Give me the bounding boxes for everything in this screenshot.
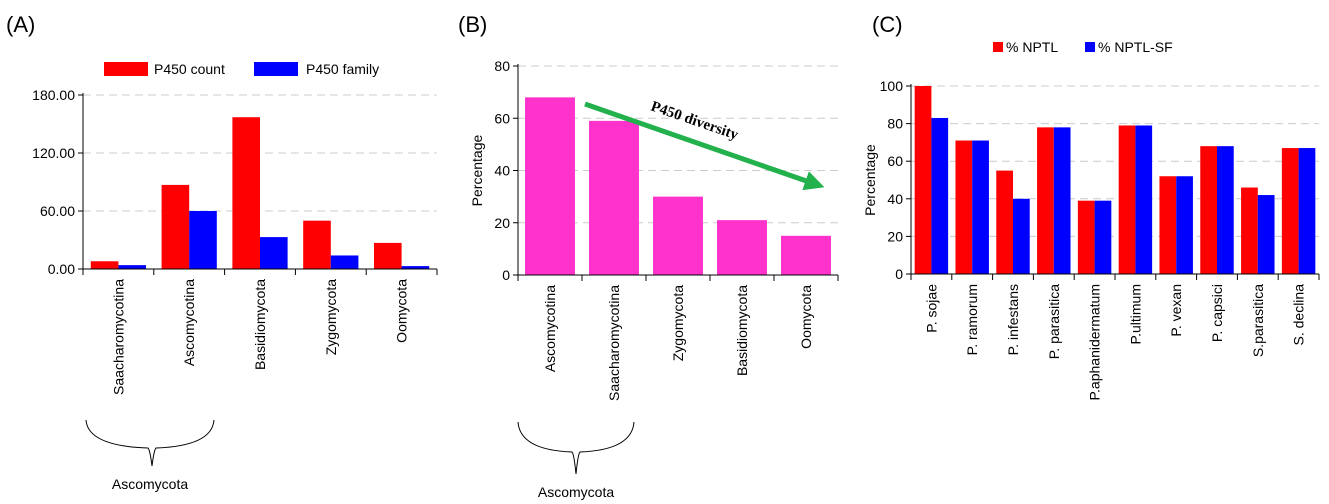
legend-label-p450-count: P450 count xyxy=(154,61,225,77)
bar-1-0-4 xyxy=(781,236,831,275)
bar-1-0-2 xyxy=(653,197,703,275)
bar-0-1-3 xyxy=(331,255,359,269)
category-label: P. parasitica xyxy=(1046,284,1062,359)
legend-swatch-npt-sf xyxy=(1085,42,1095,52)
bar-0-0-4 xyxy=(374,243,402,269)
category-label: Oomycota xyxy=(394,279,410,343)
ascomycota-bracket xyxy=(518,422,634,474)
category-label: Zygomycota xyxy=(323,279,339,355)
bar-2-1-1 xyxy=(972,141,989,274)
bar-2-1-7 xyxy=(1217,146,1234,274)
category-label: Basidiomycota xyxy=(252,279,268,370)
bar-0-0-0 xyxy=(91,261,119,269)
category-label: P.aphanidermatum xyxy=(1087,284,1103,400)
category-label: P. sojae xyxy=(923,284,939,333)
bar-0-1-1 xyxy=(189,211,217,269)
y-tick-label: 100 xyxy=(880,78,904,94)
bar-2-1-5 xyxy=(1135,125,1152,274)
category-label: P. infestans xyxy=(1005,284,1021,355)
panel-label-a: (A) xyxy=(6,12,35,37)
category-label: P. ramorum xyxy=(964,284,980,355)
bar-2-0-5 xyxy=(1119,125,1136,274)
bar-0-0-1 xyxy=(162,185,190,269)
bar-0-1-0 xyxy=(118,265,146,269)
category-label: P. vexan xyxy=(1168,284,1184,337)
y-tick-label: 80 xyxy=(887,116,903,132)
chart-c: 0 20 40 60 80 100 P. sojae P. ramorum P. infesta… xyxy=(862,39,1319,400)
y-tick-label: 40 xyxy=(494,163,510,179)
legend-swatch-p450-family xyxy=(254,62,298,76)
panel-label-b: (B) xyxy=(458,12,487,37)
category-label: Ascomycotina xyxy=(181,279,197,366)
legend-label-npt-sf: % NPTL-SF xyxy=(1098,39,1173,55)
y-tick-label: 0.00 xyxy=(48,261,75,277)
category-label: P.ultimum xyxy=(1127,284,1143,344)
category-label: Zygomycota xyxy=(670,285,686,361)
ascomycota-bracket xyxy=(86,420,214,466)
y-tick-label: 180.00 xyxy=(32,87,75,103)
bar-2-0-2 xyxy=(996,171,1013,274)
chart-a: 0.00 60.00 120.00 180.00 Saacharomycotina Asc… xyxy=(32,61,437,492)
bar-2-1-8 xyxy=(1258,195,1275,274)
bar-1-0-1 xyxy=(589,121,639,275)
category-label: Saacharomycotina xyxy=(606,285,622,401)
y-tick-label: 20 xyxy=(887,228,903,244)
category-label: S. declina xyxy=(1291,284,1307,346)
bar-2-1-2 xyxy=(1013,199,1030,274)
bar-0-0-2 xyxy=(232,117,260,269)
category-label: Saacharomycotina xyxy=(110,279,126,395)
bracket-label-b: Ascomycota xyxy=(538,484,614,500)
legend-swatch-npt xyxy=(993,42,1003,52)
bar-2-0-6 xyxy=(1159,176,1176,274)
category-label: P. capsici xyxy=(1209,284,1225,342)
y-tick-label: 60 xyxy=(887,153,903,169)
bar-1-0-3 xyxy=(717,220,767,275)
legend-label-npt: % NPTL xyxy=(1006,39,1058,55)
bar-2-1-0 xyxy=(931,118,948,274)
bar-2-0-9 xyxy=(1282,148,1299,274)
bar-2-1-3 xyxy=(1054,127,1071,274)
bar-2-0-0 xyxy=(915,86,932,274)
category-label: Oomycota xyxy=(798,285,814,349)
y-tick-label: 60.00 xyxy=(40,203,75,219)
category-label: S.parasitica xyxy=(1250,284,1266,357)
bar-2-1-4 xyxy=(1095,201,1112,274)
bar-0-0-3 xyxy=(303,221,331,269)
bar-1-0-0 xyxy=(525,97,575,275)
y-tick-label: 60 xyxy=(494,110,510,126)
bar-2-0-3 xyxy=(1037,127,1054,274)
y-axis-title: Percentage xyxy=(862,144,878,216)
y-tick-label: 20 xyxy=(494,215,510,231)
category-label: Basidiomycota xyxy=(734,285,750,376)
bar-2-0-7 xyxy=(1200,146,1217,274)
y-tick-label: 0 xyxy=(502,267,510,283)
chart-b: 0 20 40 60 80 Ascomycotina Saacharomycotina Zyg… xyxy=(469,58,838,500)
y-axis-title: Percentage xyxy=(469,134,485,206)
annotation-p450-diversity: P450 diversity xyxy=(649,99,741,144)
y-tick-label: 80 xyxy=(494,58,510,74)
y-tick-label: 120.00 xyxy=(32,145,75,161)
bar-2-0-1 xyxy=(955,141,972,274)
bracket-label-a: Ascomycota xyxy=(112,476,188,492)
legend-label-p450-family: P450 family xyxy=(306,61,379,77)
y-tick-label: 40 xyxy=(887,191,903,207)
bar-2-0-8 xyxy=(1241,188,1258,274)
bar-0-1-2 xyxy=(260,237,288,269)
bar-2-1-9 xyxy=(1299,148,1316,274)
category-label: Ascomycotina xyxy=(542,285,558,372)
legend-swatch-p450-count xyxy=(104,62,148,76)
y-tick-label: 0 xyxy=(895,266,903,282)
bar-2-0-4 xyxy=(1078,201,1095,274)
panel-label-c: (C) xyxy=(872,12,903,37)
bar-2-1-6 xyxy=(1176,176,1193,274)
